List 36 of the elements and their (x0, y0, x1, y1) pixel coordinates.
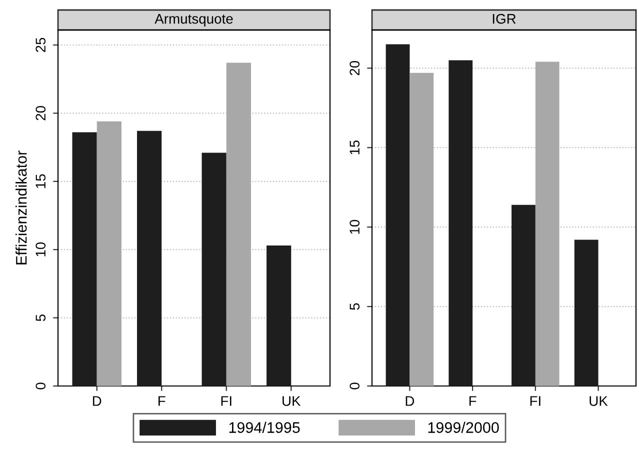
y-tick-label: 10 (350, 220, 360, 234)
y-tick-label: 15 (350, 140, 360, 154)
y-tick-label: 20 (350, 60, 360, 76)
x-tick-label: D (92, 396, 102, 406)
x-tick-label: D (406, 396, 414, 406)
bar (96, 121, 122, 386)
legend-label: 1994/1995 (229, 422, 300, 433)
x-tick-label: FI (221, 396, 232, 406)
y-tick-label: 10 (36, 242, 46, 256)
bar (535, 62, 560, 386)
y-tick-label: 0 (36, 382, 46, 390)
bar (137, 130, 162, 386)
x-tick-label: FI (530, 396, 540, 406)
bar (386, 44, 410, 386)
x-tick-label: UK (590, 396, 608, 406)
bar (266, 246, 292, 386)
y-tick-label: 5 (350, 303, 360, 310)
x-tick-label: UK (282, 396, 301, 406)
bar (574, 240, 598, 386)
y-tick-label: 25 (36, 38, 46, 52)
bar (410, 72, 434, 386)
y-tick-label: 20 (36, 106, 46, 120)
bar (512, 204, 536, 386)
chart-title: Armutsquote (154, 14, 233, 26)
bar (226, 62, 251, 386)
y-tick-label: 0 (350, 382, 360, 390)
x-tick-label: F (469, 396, 476, 406)
bar (72, 132, 97, 386)
y-tick-label: 5 (36, 314, 46, 322)
y-axis-title: Effizienzindikator (16, 150, 27, 264)
legend-label: 1999/2000 (428, 422, 499, 433)
x-tick-label: F (158, 396, 166, 406)
y-tick-label: 15 (36, 174, 46, 188)
chart-title: IGR (492, 14, 516, 24)
bar (202, 152, 226, 386)
bar (448, 60, 473, 386)
